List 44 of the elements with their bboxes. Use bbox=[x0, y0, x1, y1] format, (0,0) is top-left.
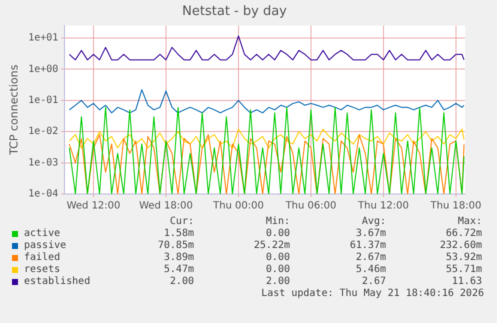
text: 5.46m bbox=[354, 264, 386, 276]
y-axis-title: TCP connections bbox=[7, 64, 20, 156]
y-tick-label: 1e-04 bbox=[28, 188, 58, 200]
x-tick-label: Thu 18:00 bbox=[430, 200, 482, 212]
text: 3.67m bbox=[354, 228, 386, 240]
y-tick-label: 1e+01 bbox=[28, 32, 58, 44]
text: 2.67 bbox=[360, 276, 386, 288]
y-tick-label: 1e+00 bbox=[28, 64, 58, 75]
chart-title: Netstat - by day bbox=[182, 4, 288, 20]
text: 0.00 bbox=[264, 264, 290, 276]
text: 1.58m bbox=[162, 228, 194, 240]
x-tick-label: Thu 00:00 bbox=[212, 200, 264, 212]
legend-label: failed bbox=[24, 252, 60, 264]
y-tick-label: 1e-02 bbox=[28, 126, 58, 138]
text: 0.00 bbox=[264, 228, 290, 240]
text: Cur: bbox=[168, 216, 194, 228]
text: 11.63 bbox=[450, 276, 482, 288]
x-tick-label: Thu 06:00 bbox=[284, 200, 336, 212]
text: Min: bbox=[264, 216, 290, 228]
text: Avg: bbox=[360, 216, 386, 228]
text: 55.71m bbox=[444, 264, 482, 276]
text: 66.72m bbox=[444, 228, 482, 240]
text: Last update: Thu May 21 18:40:16 2026 bbox=[260, 288, 484, 300]
x-tick-label: Wed 12:00 bbox=[66, 200, 120, 212]
legend-label: established bbox=[24, 276, 90, 288]
legend-label: resets bbox=[24, 264, 60, 276]
legend-label: active bbox=[24, 228, 60, 240]
text: 25.22m bbox=[252, 240, 290, 252]
y-tick-label: 1e-03 bbox=[28, 157, 58, 168]
x-tick-label: Thu 12:00 bbox=[357, 200, 409, 212]
text: 0.00 bbox=[264, 252, 290, 264]
text: 53.92m bbox=[444, 252, 482, 264]
legend-label: passive bbox=[24, 240, 66, 252]
y-tick-label: 1e-01 bbox=[28, 95, 58, 106]
text: 2.67m bbox=[354, 252, 386, 264]
text: 2.00 bbox=[264, 276, 290, 288]
text: 2.00 bbox=[168, 276, 194, 288]
text: 70.85m bbox=[156, 240, 194, 252]
text: Max: bbox=[456, 216, 482, 228]
text: 3.89m bbox=[162, 252, 194, 264]
text: 232.60m bbox=[438, 240, 482, 252]
x-tick-label: Wed 18:00 bbox=[139, 200, 193, 212]
text: 61.37m bbox=[348, 240, 386, 252]
text: 5.47m bbox=[162, 264, 194, 276]
